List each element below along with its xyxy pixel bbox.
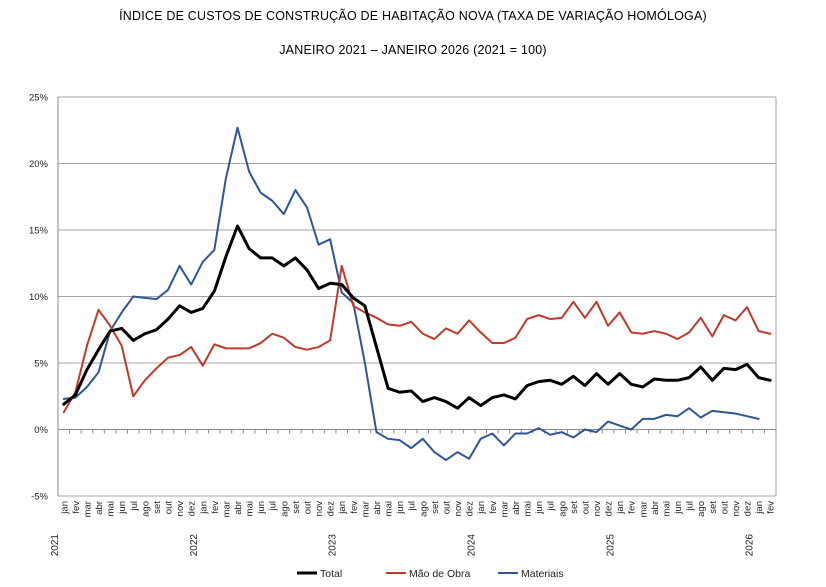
x-tick-label: dez bbox=[465, 501, 476, 517]
x-tick-label: out bbox=[719, 501, 730, 515]
x-tick-label: dez bbox=[187, 501, 198, 517]
x-tick-label: jan bbox=[615, 501, 626, 515]
y-tick-label: 10% bbox=[29, 292, 49, 303]
x-tick-label: fev bbox=[488, 501, 499, 514]
x-tick-label: jul bbox=[129, 501, 140, 512]
x-tick-label: mar bbox=[221, 501, 232, 517]
x-tick-label: jan bbox=[198, 501, 209, 515]
year-label: 2022 bbox=[189, 534, 200, 557]
x-tick-label: nov bbox=[592, 501, 603, 517]
x-tick-label: ago bbox=[557, 501, 568, 517]
x-tick-label: mar bbox=[360, 501, 371, 517]
x-tick-label: fev bbox=[766, 501, 777, 514]
y-tick-label: 5% bbox=[34, 359, 48, 370]
x-tick-label: dez bbox=[604, 501, 615, 517]
x-tick-label: abr bbox=[233, 501, 244, 515]
x-tick-label: set bbox=[569, 501, 580, 514]
x-tick-label: mai bbox=[245, 501, 256, 516]
series-line-mao-de-obra bbox=[62, 264, 772, 414]
series-line-materiais bbox=[62, 126, 760, 462]
x-tick-label: fev bbox=[627, 501, 638, 514]
x-tick-label: set bbox=[430, 501, 441, 514]
x-tick-label: dez bbox=[326, 501, 337, 517]
x-tick-label: out bbox=[164, 501, 175, 515]
x-tick-label: mar bbox=[82, 501, 93, 517]
series-lines bbox=[62, 126, 772, 462]
x-tick-label: jul bbox=[546, 501, 557, 512]
y-tick-label: 0% bbox=[34, 425, 48, 436]
legend-label: Total bbox=[320, 568, 342, 580]
x-tick-label: jun bbox=[117, 501, 128, 515]
x-tick-label: out bbox=[441, 501, 452, 515]
x-tick-label: nov bbox=[731, 501, 742, 517]
legend-label: Mão de Obra bbox=[409, 568, 470, 580]
chart-title: ÍNDICE DE CUSTOS DE CONSTRUÇÃO DE HABITA… bbox=[119, 9, 707, 23]
x-tick-label: ago bbox=[696, 501, 707, 517]
x-tick-label: mai bbox=[523, 501, 534, 516]
x-tick-label: jan bbox=[337, 501, 348, 515]
year-label: 2024 bbox=[467, 534, 478, 557]
x-tick-label: jan bbox=[476, 501, 487, 515]
x-tick-label: jan bbox=[59, 501, 70, 515]
x-tick-label: fev bbox=[349, 501, 360, 514]
x-tick-label: abr bbox=[511, 501, 522, 515]
year-label: 2025 bbox=[606, 534, 617, 557]
x-tick-label: mar bbox=[499, 501, 510, 517]
x-tick-label: fev bbox=[210, 501, 221, 514]
x-tick-label: abr bbox=[650, 501, 661, 515]
x-tick-label: jun bbox=[673, 501, 684, 515]
x-tick-label: set bbox=[152, 501, 163, 514]
year-label: 2021 bbox=[50, 534, 61, 557]
x-tick-label: mar bbox=[638, 501, 649, 517]
year-label: 2026 bbox=[745, 534, 756, 557]
y-tick-label: 25% bbox=[29, 93, 49, 104]
x-tick-label: dez bbox=[743, 501, 754, 517]
x-tick-label: jan bbox=[754, 501, 765, 515]
grid-lines bbox=[57, 96, 777, 497]
x-tick-label: mai bbox=[106, 501, 117, 516]
y-tick-label: 20% bbox=[29, 159, 49, 170]
x-tick-label: set bbox=[291, 501, 302, 514]
x-tick-label: nov bbox=[453, 501, 464, 517]
x-axis: jan fev mar abr mai jun jul ago set out nov dez jan f… bbox=[50, 429, 777, 557]
y-tick-label: 15% bbox=[29, 226, 49, 237]
x-tick-label: jun bbox=[395, 501, 406, 515]
x-tick-label: abr bbox=[94, 501, 105, 515]
x-tick-label: ago bbox=[140, 501, 151, 517]
x-tick-label: mai bbox=[384, 501, 395, 516]
x-tick-label: ago bbox=[279, 501, 290, 517]
legend-label: Materiais bbox=[521, 568, 564, 580]
x-tick-label: set bbox=[708, 501, 719, 514]
y-axis: -5% 0% 5% 10% 15% 20% 25% bbox=[29, 93, 49, 503]
chart-subtitle: JANEIRO 2021 – JANEIRO 2026 (2021 = 100) bbox=[279, 43, 547, 57]
x-tick-label: jul bbox=[268, 501, 279, 512]
year-label: 2023 bbox=[328, 534, 339, 557]
series-line-total bbox=[62, 224, 772, 410]
x-tick-label: jul bbox=[407, 501, 418, 512]
x-tick-label: abr bbox=[372, 501, 383, 515]
x-tick-label: out bbox=[302, 501, 313, 515]
x-tick-label: nov bbox=[314, 501, 325, 517]
x-tick-label: jul bbox=[685, 501, 696, 512]
x-tick-label: out bbox=[580, 501, 591, 515]
x-tick-label: mai bbox=[661, 501, 672, 516]
x-tick-label: jun bbox=[534, 501, 545, 515]
x-tick-label: ago bbox=[418, 501, 429, 517]
legend: Total Mão de Obra Materiais bbox=[297, 568, 564, 580]
y-tick-label: -5% bbox=[31, 492, 48, 503]
x-tick-label: jun bbox=[256, 501, 267, 515]
x-tick-label: nov bbox=[175, 501, 186, 517]
x-tick-label: fev bbox=[71, 501, 82, 514]
